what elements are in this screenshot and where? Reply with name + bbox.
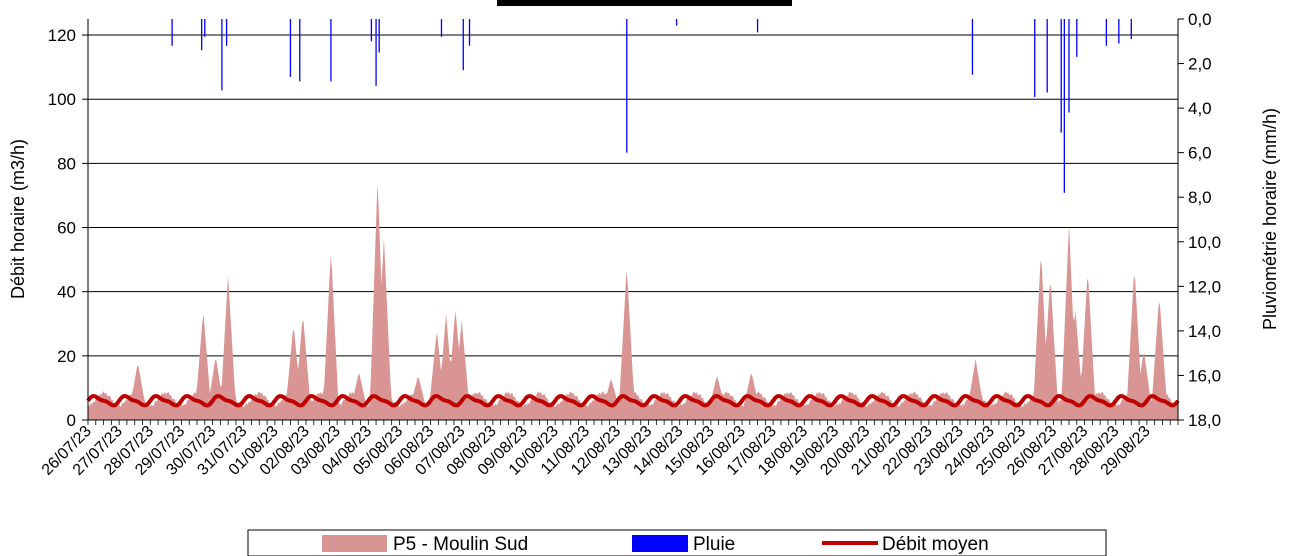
y-tick-label-40: 40 (57, 283, 76, 302)
flow-series-layer (88, 183, 1178, 420)
y2-tick-label-2,0: 2,0 (1188, 55, 1212, 74)
y2-tick-label-8,0: 8,0 (1188, 188, 1212, 207)
y2-axis-title: Pluviométrie horaire (mm/h) (1260, 108, 1280, 330)
mean-series-layer (86, 394, 1180, 408)
right-axis-ticks: 0,0 2,0 4,0 6,0 8,0 10,0 12,0 14,0 16,0 18,0 (1178, 10, 1221, 430)
legend: P5 - Moulin Sud Pluie Débit moyen (247, 529, 1107, 556)
y2-tick-label-18,0: 18,0 (1188, 411, 1221, 430)
legend-label-rain: Pluie (693, 534, 735, 555)
y-tick-label-80: 80 (57, 154, 76, 173)
y2-tick-label-6,0: 6,0 (1188, 144, 1212, 163)
y2-tick-label-14,0: 14,0 (1188, 322, 1221, 341)
title-block (497, 0, 792, 6)
y2-tick-label-4,0: 4,0 (1188, 99, 1212, 118)
legend-swatch-rain (632, 535, 688, 552)
rain-series-layer (171, 19, 1132, 193)
y2-tick-label-16,0: 16,0 (1188, 366, 1221, 385)
y-tick-label-120: 120 (48, 26, 76, 45)
axes (87, 19, 1179, 421)
y-axis-title: Débit horaire (m3/h) (8, 139, 28, 299)
y-tick-label-0: 0 (67, 411, 76, 430)
x-axis-ticks: 26/07/2327/07/2328/07/2329/07/2330/07/23… (39, 420, 1179, 479)
mean-line (86, 394, 1180, 408)
y2-tick-label-10,0: 10,0 (1188, 233, 1221, 252)
y2-tick-label-12,0: 12,0 (1188, 277, 1221, 296)
y-tick-label-20: 20 (57, 347, 76, 366)
gridlines (88, 34, 1178, 421)
legend-label-flow: P5 - Moulin Sud (393, 534, 528, 555)
y2-tick-label-0,0: 0,0 (1188, 10, 1212, 29)
legend-label-mean: Débit moyen (882, 534, 989, 555)
y-tick-label-100: 100 (48, 90, 76, 109)
legend-swatch-flow (322, 535, 387, 552)
flow-area (88, 183, 1178, 420)
left-axis-ticks: 0 20 40 60 80 100 120 (48, 26, 88, 430)
y-tick-label-60: 60 (57, 219, 76, 238)
